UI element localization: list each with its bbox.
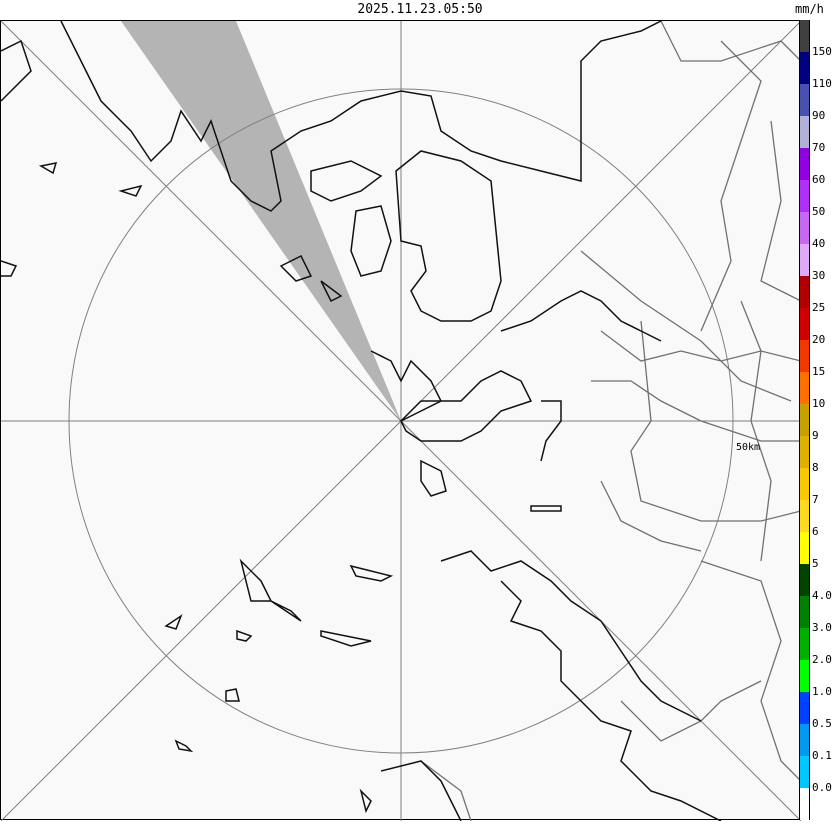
legend-swatch	[800, 276, 809, 308]
legend-swatch	[800, 372, 809, 404]
legend-label: 30	[812, 269, 826, 282]
legend-swatch	[800, 116, 809, 148]
legend-label: 0.0	[812, 781, 832, 794]
legend-swatch	[800, 596, 809, 628]
map-svg	[0, 20, 802, 822]
legend-swatch	[800, 84, 809, 116]
legend-swatch	[800, 564, 809, 596]
legend-label: 90	[812, 109, 826, 122]
legend-swatch	[800, 532, 809, 564]
legend-label: 10	[812, 397, 826, 410]
legend-label: 50	[812, 205, 826, 218]
legend-label: 25	[812, 301, 826, 314]
legend-label: 9	[812, 429, 819, 442]
legend-label: 7	[812, 493, 819, 506]
range-ring-label: 50km	[736, 442, 761, 453]
legend-swatch	[800, 148, 809, 180]
legend-swatch	[800, 756, 809, 788]
legend-label: 5	[812, 557, 819, 570]
legend-label: 0.1	[812, 749, 832, 762]
legend-label: 15	[812, 365, 826, 378]
legend-swatch	[800, 212, 809, 244]
legend-label: 60	[812, 173, 826, 186]
legend-swatch	[800, 340, 809, 372]
legend-label: 40	[812, 237, 826, 250]
legend-label: 6	[812, 525, 819, 538]
legend-swatch	[800, 404, 809, 436]
legend-swatch	[800, 660, 809, 692]
legend-label: 4.0	[812, 589, 832, 602]
legend-label: 70	[812, 141, 826, 154]
timestamp-title: 2025.11.23.05:50	[357, 2, 483, 17]
legend-label: 0.5	[812, 717, 832, 730]
legend-label: 110	[812, 77, 832, 90]
coastlines	[0, 20, 722, 822]
legend-swatch	[800, 52, 809, 84]
legend-swatch	[800, 244, 809, 276]
legend-swatch	[800, 788, 809, 820]
beam-shadow	[121, 21, 401, 421]
legend-swatch	[800, 468, 809, 500]
legend-swatch	[800, 308, 809, 340]
color-legend	[799, 20, 810, 820]
admin-boundaries	[420, 20, 802, 822]
radar-map[interactable]: 50km	[0, 20, 802, 822]
legend-swatch	[800, 500, 809, 532]
legend-label: 1.0	[812, 685, 832, 698]
legend-label: 3.0	[812, 621, 832, 634]
legend-swatch	[800, 628, 809, 660]
legend-swatch	[800, 20, 809, 52]
legend-swatch	[800, 180, 809, 212]
legend-swatch	[800, 692, 809, 724]
legend-label: 8	[812, 461, 819, 474]
legend-label: 150	[812, 45, 832, 58]
legend-label: 2.0	[812, 653, 832, 666]
legend-swatch	[800, 724, 809, 756]
legend-swatch	[800, 436, 809, 468]
unit-label: mm/h	[795, 2, 824, 16]
legend-label: 20	[812, 333, 826, 346]
